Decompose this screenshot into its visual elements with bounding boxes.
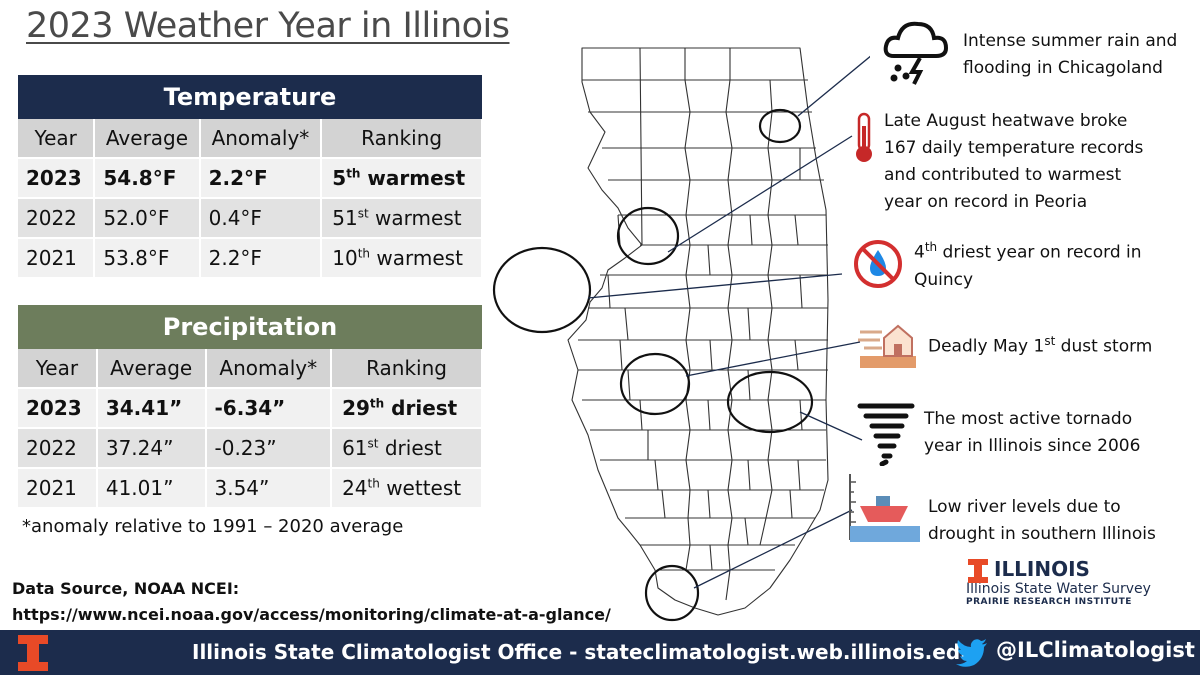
- cell-anomaly: 2.2°F: [199, 237, 323, 277]
- highlight-river: [644, 564, 700, 622]
- highlight-tornado: [726, 370, 814, 434]
- callout-tornado-line: year in Illinois since 2006: [924, 436, 1141, 456]
- cell-anomaly: -0.23”: [205, 427, 333, 468]
- precipitation-heading: Precipitation: [18, 305, 482, 349]
- col-ranking: Ranking: [331, 349, 483, 388]
- callout-heat: Late August heatwave broke 167 daily tem…: [884, 108, 1143, 216]
- cell-anomaly: 0.4°F: [199, 197, 323, 238]
- isws-logo: ILLINOIS Illinois State Water Survey PRA…: [966, 557, 1151, 607]
- callout-dry-line: 4th driest year on record in: [914, 240, 1142, 263]
- temperature-heading: Temperature: [18, 75, 482, 119]
- col-average: Average: [96, 349, 207, 388]
- footer-office-text: Illinois State Climatologist Office - st…: [192, 640, 975, 664]
- highlight-dust-storm: [619, 352, 691, 416]
- block-i-icon: [18, 635, 48, 671]
- table-row: 2022 52.0°F 0.4°F 51st warmest: [18, 197, 483, 238]
- callout-tornado-line: The most active tornado: [924, 409, 1133, 429]
- cell-average: 52.0°F: [94, 197, 201, 238]
- cell-year: 2023: [18, 387, 98, 428]
- connector-tornado: [799, 411, 863, 441]
- cell-anomaly: -6.34”: [205, 387, 333, 428]
- precipitation-table: Precipitation Year Average Anomaly* Rank…: [18, 305, 483, 507]
- cell-average: 54.8°F: [94, 157, 201, 198]
- dust-storm-icon: [858, 324, 916, 368]
- data-source-url[interactable]: https://www.ncei.noaa.gov/access/monitor…: [12, 605, 611, 624]
- cell-ranking: 51st warmest: [321, 197, 483, 238]
- precipitation-header-row: Year Average Anomaly* Ranking: [18, 349, 483, 388]
- block-i-icon: [968, 559, 988, 583]
- cell-ranking: 5th warmest: [321, 157, 483, 198]
- highlight-peoria: [616, 206, 680, 266]
- callout-dry: 4th driest year on record in Quincy: [914, 234, 1142, 294]
- connector-rain: [797, 55, 870, 117]
- isws-name: Illinois State Water Survey: [966, 581, 1151, 597]
- cell-average: 34.41”: [96, 387, 207, 428]
- footer-bar: Illinois State Climatologist Office - st…: [0, 630, 1200, 675]
- callout-rain-line: Intense summer rain and: [963, 31, 1178, 51]
- cell-anomaly: 2.2°F: [199, 157, 323, 198]
- temperature-table: Temperature Year Average Anomaly* Rankin…: [18, 75, 483, 277]
- no-water-icon: [854, 240, 902, 288]
- cell-ranking: 61st driest: [331, 427, 483, 468]
- twitter-icon[interactable]: [956, 639, 988, 667]
- callout-heat-line: Late August heatwave broke: [884, 111, 1128, 131]
- cell-year: 2021: [18, 237, 96, 277]
- callout-heat-line: and contributed to warmest: [884, 165, 1122, 185]
- col-anomaly: Anomaly*: [199, 119, 323, 158]
- callout-dry-line: Quincy: [914, 269, 974, 290]
- connector-dust: [685, 341, 861, 377]
- twitter-handle[interactable]: @ILClimatologist: [996, 638, 1195, 662]
- illinois-county-map: [492, 47, 870, 622]
- cell-anomaly: 3.54”: [205, 467, 333, 507]
- cell-average: 53.8°F: [94, 237, 201, 277]
- connector-river: [693, 509, 853, 589]
- ship-icon: [849, 474, 920, 542]
- col-year: Year: [18, 119, 96, 158]
- cell-ranking: 10th warmest: [321, 237, 483, 277]
- table-row: 2023 34.41” -6.34” 29th driest: [18, 387, 483, 428]
- cell-year: 2022: [18, 427, 98, 468]
- data-source: Data Source, NOAA NCEI: https://www.ncei…: [12, 576, 611, 628]
- storm-cloud-icon: [883, 21, 949, 85]
- callout-rain-line: flooding in Chicagoland: [963, 58, 1163, 78]
- isws-institute: PRAIRIE RESEARCH INSTITUTE: [966, 597, 1132, 607]
- cell-ranking: 24th wettest: [331, 467, 483, 507]
- col-average: Average: [94, 119, 201, 158]
- anomaly-note: *anomaly relative to 1991 – 2020 average: [22, 516, 404, 537]
- temperature-header-row: Year Average Anomaly* Ranking: [18, 119, 483, 158]
- col-year: Year: [18, 349, 98, 388]
- table-row: 2022 37.24” -0.23” 61st driest: [18, 427, 483, 468]
- page-title: 2023 Weather Year in Illinois: [26, 6, 510, 46]
- col-anomaly: Anomaly*: [205, 349, 333, 388]
- thermometer-icon: [856, 112, 872, 162]
- callout-tornado: The most active tornado year in Illinois…: [924, 406, 1140, 460]
- cell-year: 2022: [18, 197, 96, 238]
- connector-dry: [587, 273, 843, 299]
- cell-year: 2023: [18, 157, 96, 198]
- callout-river-line: drought in southern Illinois: [928, 524, 1156, 544]
- callout-heat-line: 167 daily temperature records: [884, 138, 1144, 158]
- col-ranking: Ranking: [321, 119, 483, 158]
- highlight-quincy: [492, 246, 592, 334]
- tornado-icon: [857, 403, 915, 466]
- cell-year: 2021: [18, 467, 98, 507]
- cell-average: 41.01”: [96, 467, 207, 507]
- isws-illinois: ILLINOIS: [994, 557, 1090, 581]
- cell-average: 37.24”: [96, 427, 207, 468]
- data-source-label: Data Source, NOAA NCEI:: [12, 579, 240, 598]
- highlight-chicago: [758, 108, 802, 144]
- cell-ranking: 29th driest: [331, 387, 483, 428]
- callout-river-line: Low river levels due to: [928, 497, 1121, 517]
- callout-dust: Deadly May 1st dust storm: [928, 334, 1153, 357]
- callout-heat-line: year on record in Peoria: [884, 192, 1088, 212]
- callout-rain: Intense summer rain and flooding in Chic…: [963, 28, 1177, 82]
- connector-heat: [667, 135, 853, 253]
- table-row: 2023 54.8°F 2.2°F 5th warmest: [18, 157, 483, 198]
- illinois-outline: [567, 47, 829, 616]
- callout-river: Low river levels due to drought in south…: [928, 494, 1156, 548]
- table-row: 2021 53.8°F 2.2°F 10th warmest: [18, 237, 483, 277]
- table-row: 2021 41.01” 3.54” 24th wettest: [18, 467, 483, 507]
